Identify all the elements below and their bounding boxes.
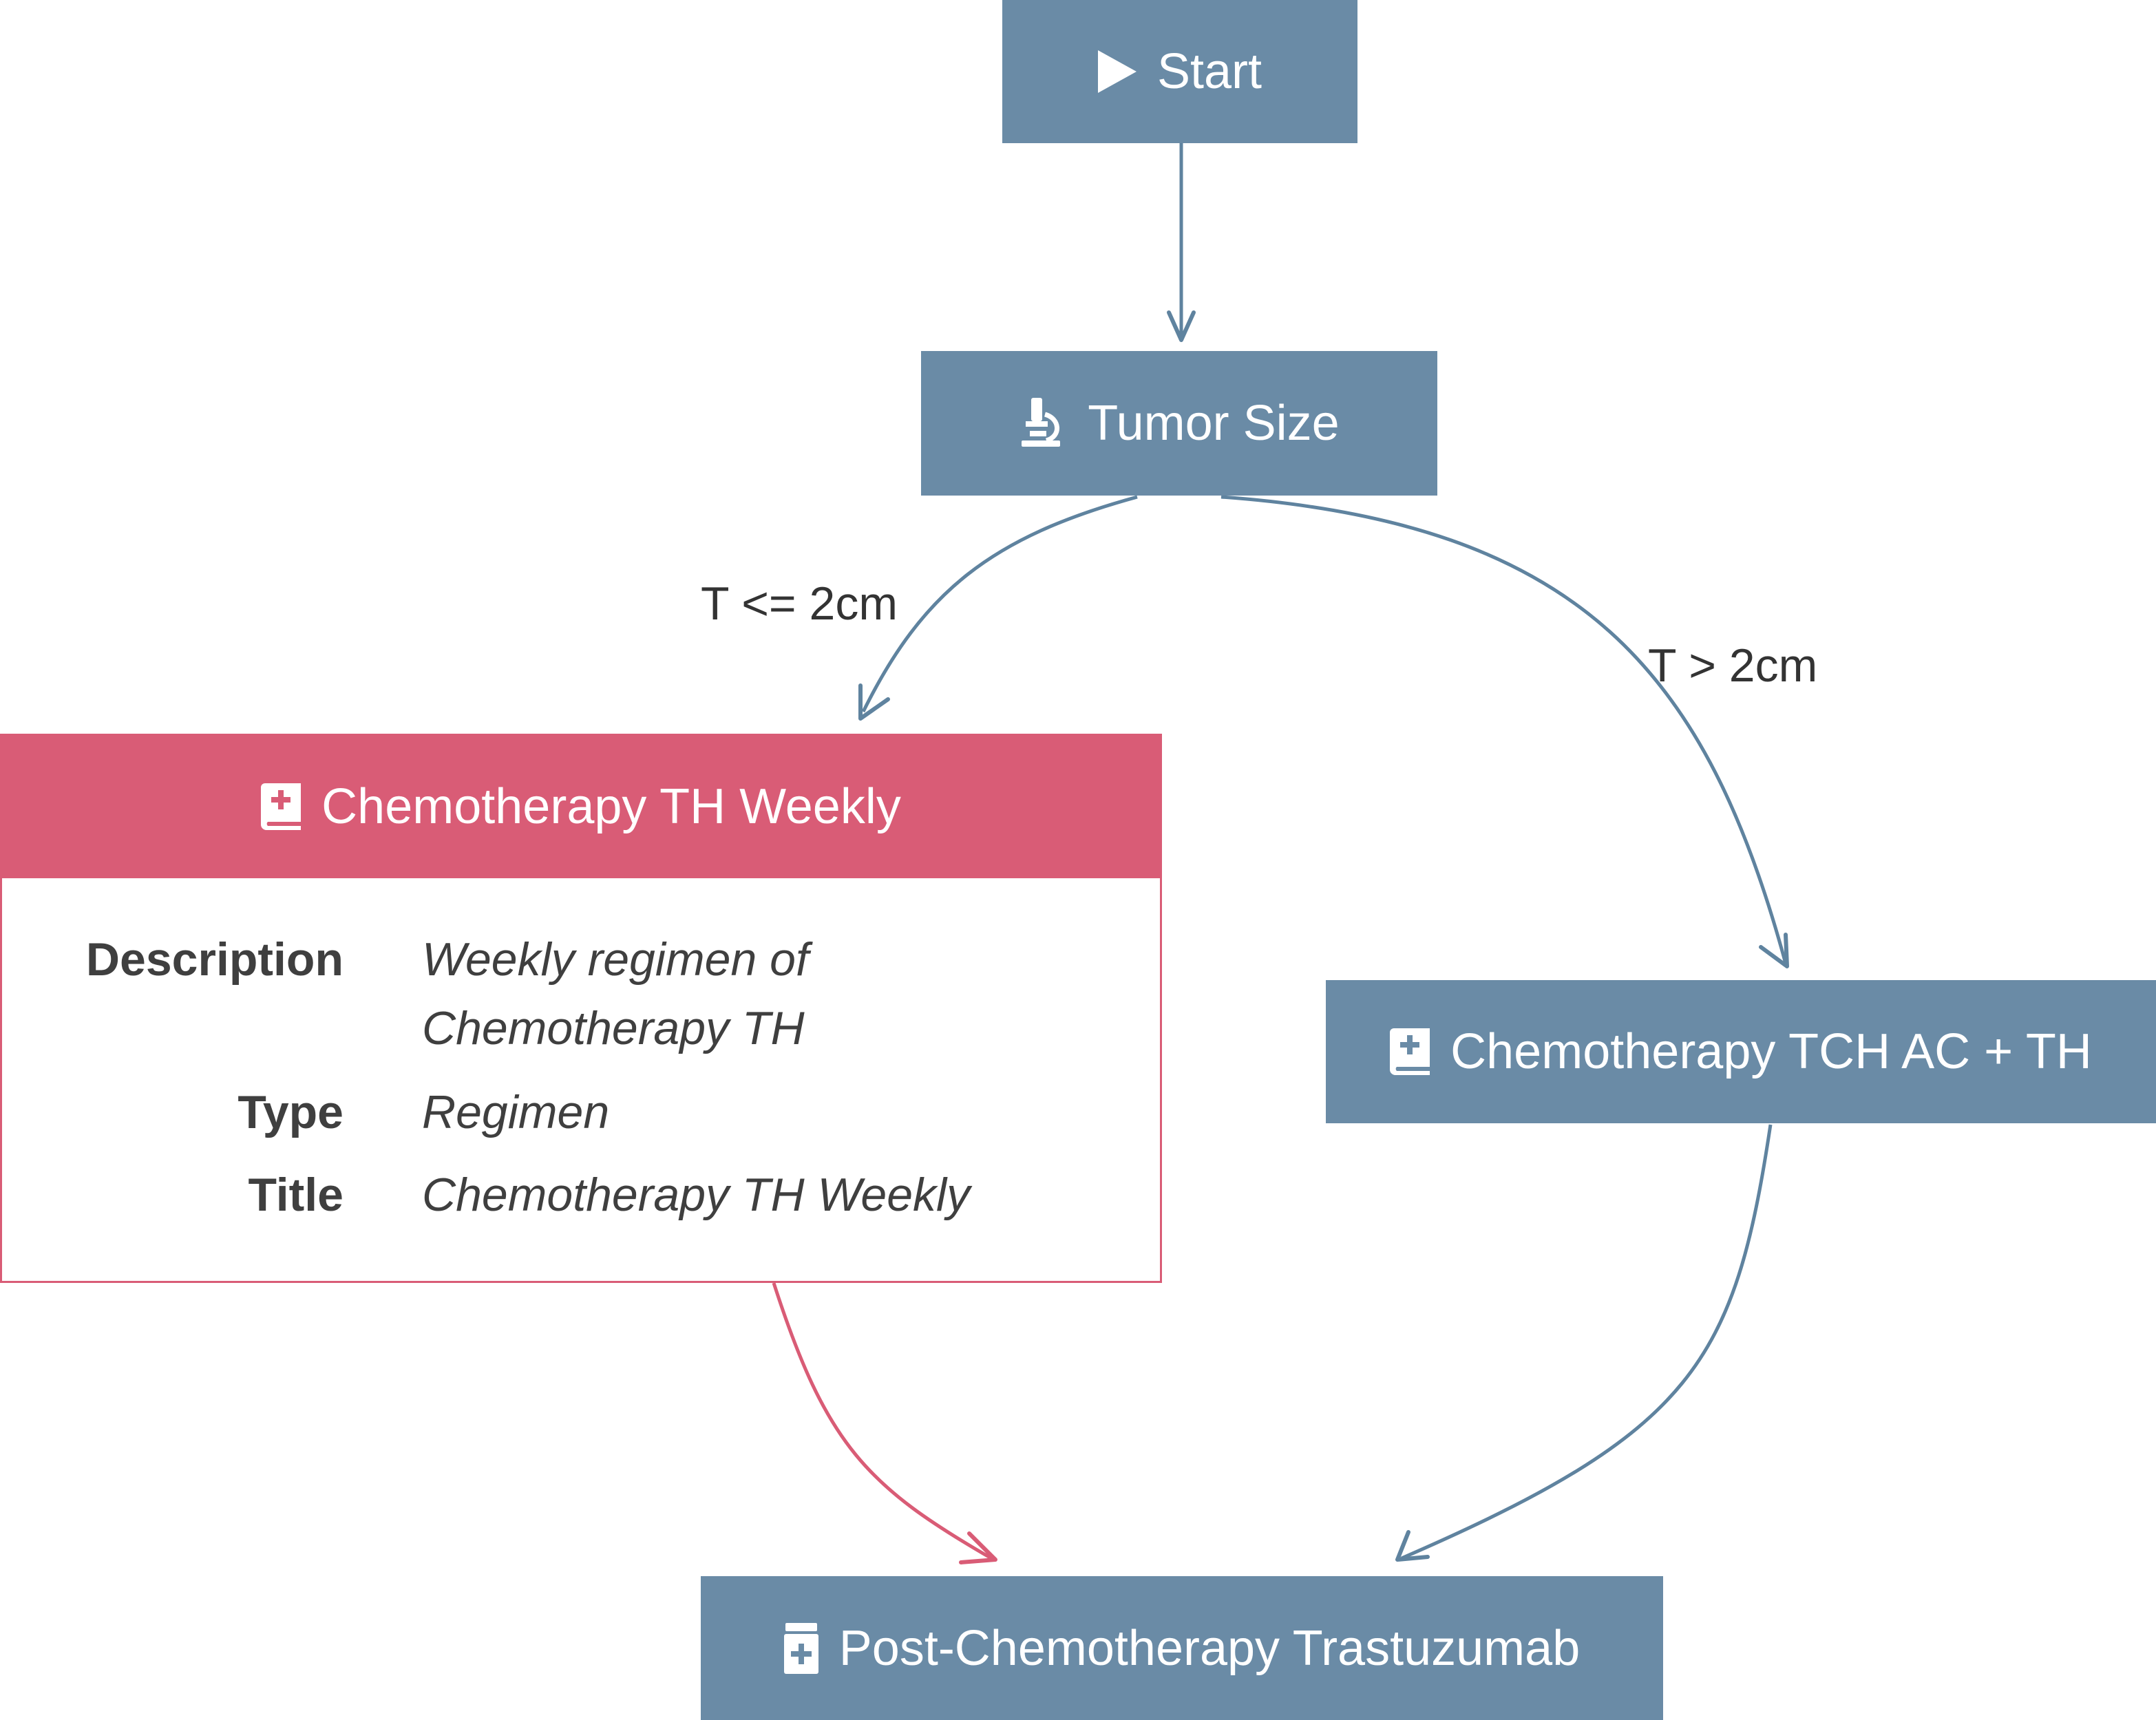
details-panel: Description Weekly regimen of Chemothera… <box>0 878 1162 1283</box>
medical-book-icon <box>1390 1028 1430 1075</box>
start-node[interactable]: Start <box>1002 0 1357 143</box>
pill-bottle-icon <box>783 1622 818 1674</box>
edge-start-to-tumor-size <box>1167 110 1196 342</box>
edge-tumor-to-tch <box>1220 495 1789 968</box>
chemo-tch-node[interactable]: Chemotherapy TCH AC + TH <box>1326 980 2156 1123</box>
description-value-line2: Chemotherapy TH <box>422 1002 805 1054</box>
play-icon <box>1097 50 1137 93</box>
description-label: Description <box>85 933 344 986</box>
title-label: Title <box>248 1169 344 1221</box>
tumor-size-node-label: Tumor Size <box>1088 396 1340 451</box>
edge-label-large: T > 2cm <box>1648 639 1818 692</box>
post-chemo-node[interactable]: Post-Chemotherapy Trastuzumab <box>701 1576 1663 1720</box>
medical-book-icon <box>261 783 302 830</box>
microscope-icon <box>1019 398 1067 449</box>
edge-tumor-to-th-weekly <box>858 495 1138 721</box>
start-node-label: Start <box>1156 44 1262 99</box>
description-value-line1: Weekly regimen of <box>422 933 809 986</box>
title-value: Chemotherapy TH Weekly <box>422 1169 971 1221</box>
post-chemo-node-label: Post-Chemotherapy Trastuzumab <box>838 1620 1581 1676</box>
chemo-th-weekly-node-label: Chemotherapy TH Weekly <box>321 779 901 834</box>
edge-tch-to-post <box>1395 1124 1773 1562</box>
edge-th-weekly-to-post <box>772 1282 997 1564</box>
type-value: Regimen <box>422 1086 610 1138</box>
chemo-tch-node-label: Chemotherapy TCH AC + TH <box>1450 1024 2092 1079</box>
type-label: Type <box>237 1086 344 1138</box>
tumor-size-node[interactable]: Tumor Size <box>921 351 1437 496</box>
chemo-th-weekly-node[interactable]: Chemotherapy TH Weekly <box>0 734 1162 880</box>
edge-label-small: T <= 2cm <box>701 577 898 630</box>
